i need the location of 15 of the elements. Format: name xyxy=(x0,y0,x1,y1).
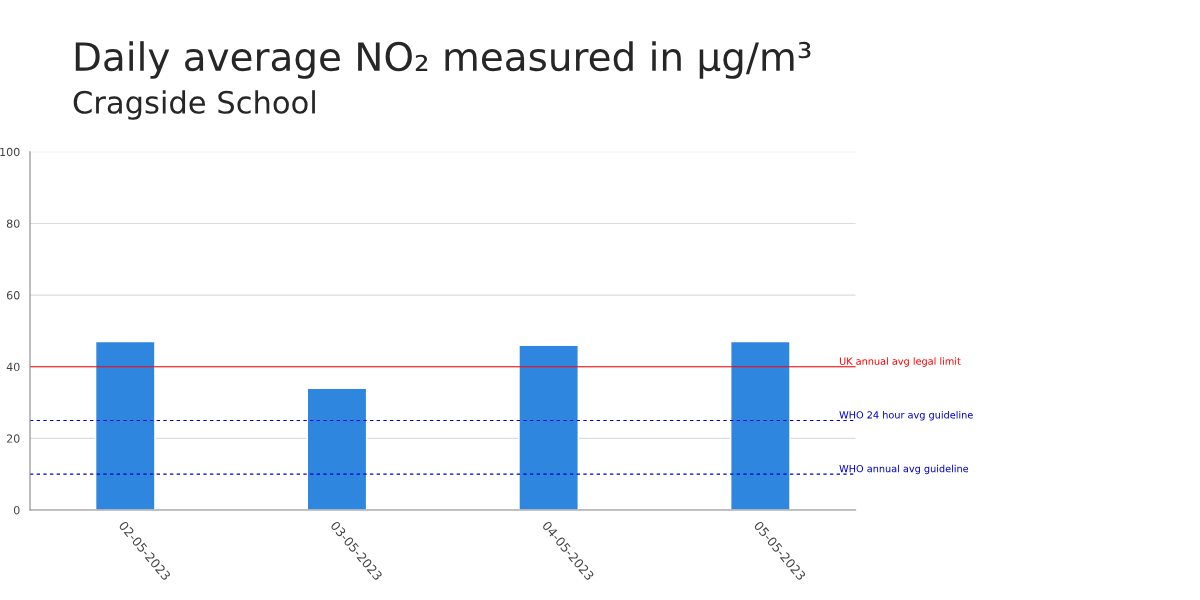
y-tick-label: 0 xyxy=(13,505,20,515)
chart-subtitle: Cragside School xyxy=(73,90,315,120)
y-tick-label: 20 xyxy=(6,434,20,443)
y-tick-label: 40 xyxy=(6,362,20,372)
ref-line-label: WHO annual avg guideline xyxy=(839,464,969,475)
chart-title: Daily average NO₂ measured in µg/m³ xyxy=(75,41,811,79)
bar xyxy=(730,340,791,510)
bar xyxy=(94,340,156,510)
ref-line-label: UK annual avg legal limit xyxy=(839,357,961,367)
bar xyxy=(306,387,368,510)
y-tick-label: 60 xyxy=(6,291,20,300)
bar xyxy=(518,344,579,510)
y-tick-label: 100 xyxy=(0,147,20,157)
y-tick-label: 80 xyxy=(6,219,20,228)
ref-line-label: WHO 24 hour avg guideline xyxy=(839,411,973,421)
